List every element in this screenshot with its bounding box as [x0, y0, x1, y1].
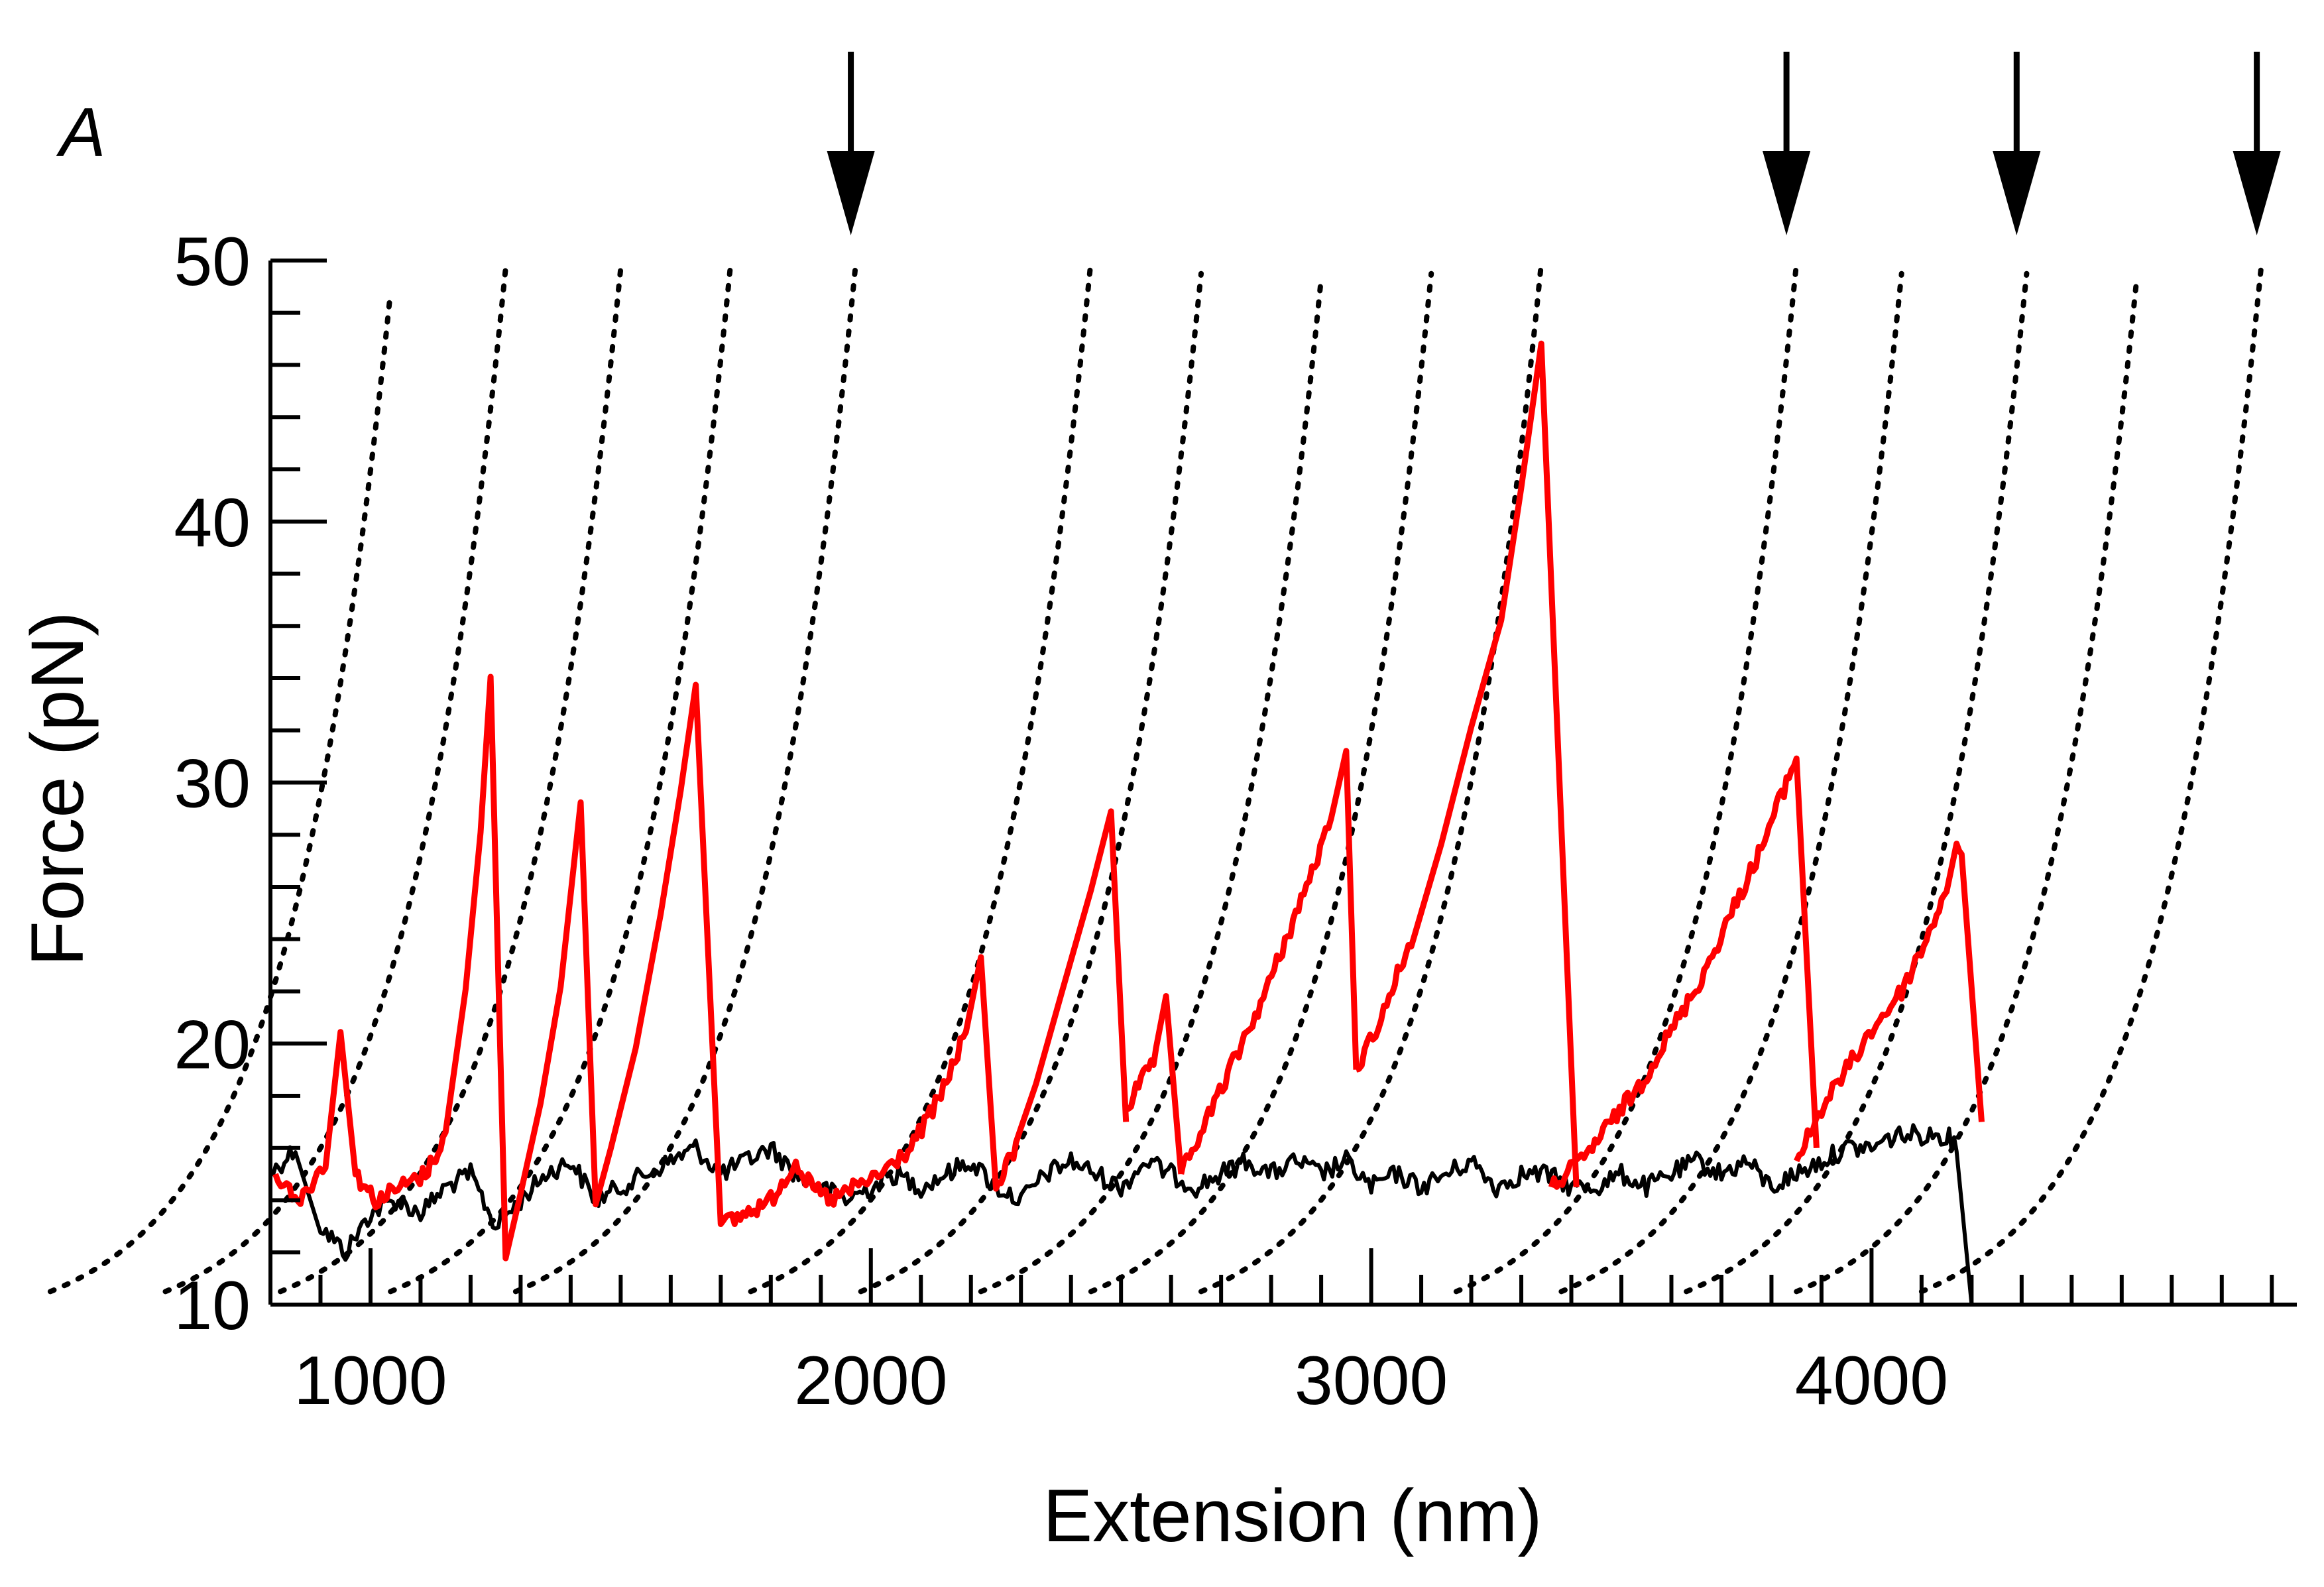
- fit-curve-15: [1918, 258, 2265, 1295]
- fit-curve-12: [1558, 270, 1904, 1295]
- red-trace-segment-1: [272, 674, 1130, 1262]
- fit-curve-9: [1088, 270, 1434, 1295]
- fit-curves: [47, 258, 2265, 1295]
- arrow-4: [2233, 52, 2281, 235]
- y-tick-label: 10: [174, 1267, 251, 1344]
- fit-curve-1: [47, 289, 394, 1295]
- arrows: [827, 52, 2281, 235]
- arrow-3: [1993, 52, 2041, 235]
- fit-curve-5: [512, 260, 859, 1295]
- fit-curve-14: [1794, 276, 2140, 1295]
- fit-curve-2: [162, 265, 508, 1295]
- black-trace: [270, 1123, 1974, 1305]
- red-trace-segment-2: [1126, 993, 1185, 1175]
- y-tick-label: 30: [174, 746, 251, 823]
- fit-curve-8: [978, 276, 1324, 1295]
- fit-curve-4: [388, 260, 734, 1295]
- arrow-head: [2233, 151, 2281, 235]
- fit-curve-3: [278, 265, 624, 1295]
- x-tick-label: 3000: [1295, 1342, 1448, 1419]
- red-trace-segment-6: [1794, 841, 1985, 1163]
- red-trace-segment-4: [1355, 340, 1580, 1187]
- red-trace-segment-5: [1548, 755, 1820, 1190]
- black-trace-line: [270, 1123, 1974, 1305]
- arrow-head: [827, 151, 875, 235]
- fit-curve-11: [1453, 260, 1800, 1295]
- x-axis-title: Extension (nm): [1043, 1474, 1542, 1557]
- x-tick-label: 2000: [794, 1342, 947, 1419]
- fit-curve-13: [1684, 270, 2030, 1295]
- y-tick-label: 50: [174, 223, 251, 300]
- arrow-2: [1763, 52, 1811, 235]
- x-tick-label: 4000: [1795, 1342, 1948, 1419]
- fit-curve-6: [748, 258, 1094, 1295]
- y-tick-label: 20: [174, 1006, 251, 1083]
- x-tick-label: 1000: [294, 1342, 447, 1419]
- fit-curve-10: [1198, 260, 1544, 1295]
- red-trace-segment-3: [1178, 748, 1360, 1175]
- arrow-head: [1993, 151, 2041, 235]
- red-trace: [272, 340, 1985, 1262]
- arrow-head: [1763, 151, 1811, 235]
- arrow-1: [827, 52, 875, 235]
- y-axis-title: Force (pN): [16, 611, 99, 966]
- panel-label: A: [56, 94, 105, 171]
- fit-curve-7: [858, 270, 1204, 1295]
- axes: 10 20 30 40 50 1000 2000 3000 4000: [174, 223, 2297, 1419]
- y-tick-label: 40: [174, 485, 251, 561]
